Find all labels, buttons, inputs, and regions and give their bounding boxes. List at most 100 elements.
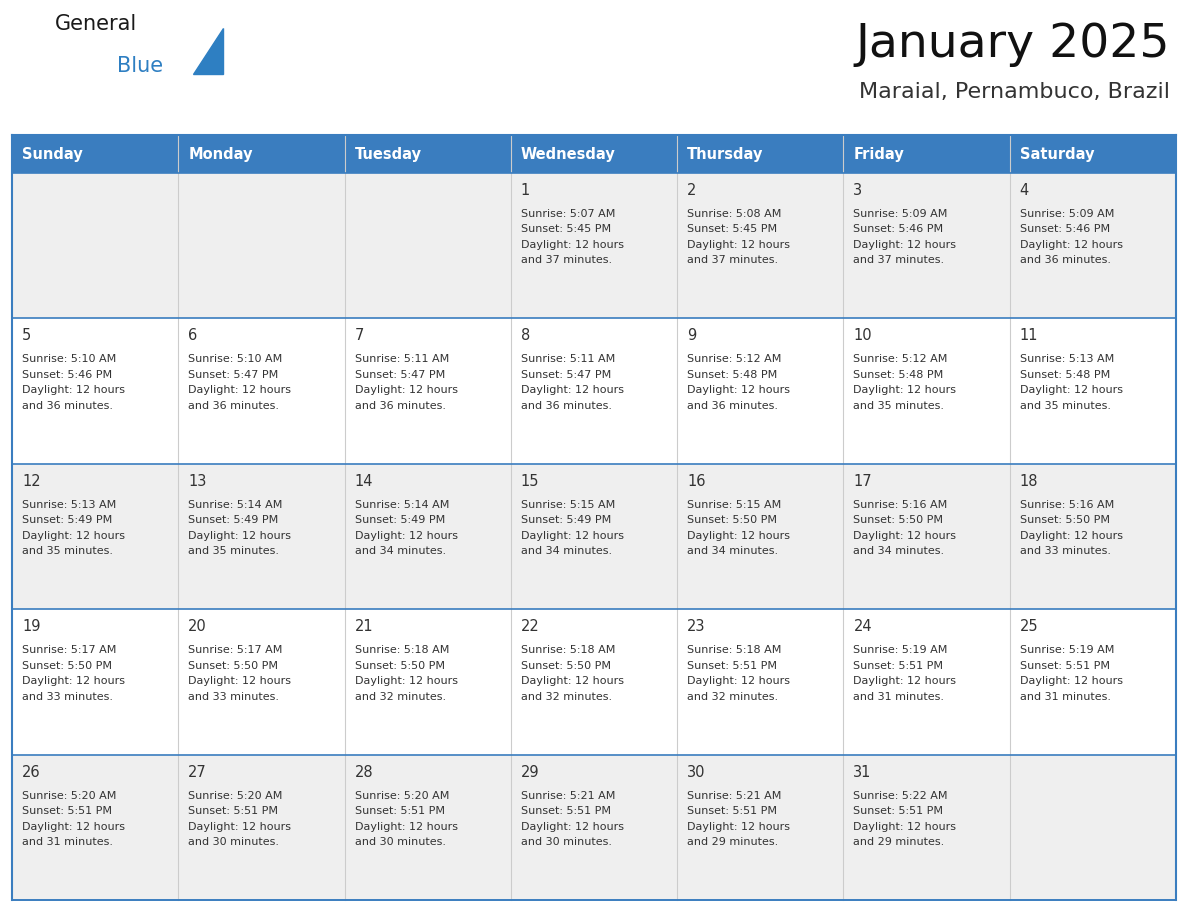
Bar (511, 319, 677, 464)
Text: Sunrise: 5:15 AM: Sunrise: 5:15 AM (520, 499, 615, 509)
Text: Sunrise: 5:07 AM: Sunrise: 5:07 AM (520, 209, 615, 219)
Text: and 35 minutes.: and 35 minutes. (188, 546, 279, 556)
Bar (677, 610, 843, 755)
Text: 22: 22 (520, 620, 539, 634)
Text: Blue: Blue (116, 56, 163, 76)
Text: Sunset: 5:50 PM: Sunset: 5:50 PM (188, 661, 278, 671)
Text: Daylight: 12 hours: Daylight: 12 hours (687, 386, 790, 396)
Text: General: General (55, 14, 138, 34)
Text: Sunrise: 5:19 AM: Sunrise: 5:19 AM (1019, 645, 1114, 655)
Text: Sunset: 5:46 PM: Sunset: 5:46 PM (1019, 225, 1110, 234)
Text: 21: 21 (354, 620, 373, 634)
Text: 31: 31 (853, 765, 872, 779)
Text: Sunset: 5:51 PM: Sunset: 5:51 PM (1019, 661, 1110, 671)
Text: and 34 minutes.: and 34 minutes. (354, 546, 446, 556)
Text: Daylight: 12 hours: Daylight: 12 hours (1019, 531, 1123, 541)
Text: and 31 minutes.: and 31 minutes. (1019, 691, 1111, 701)
Text: Sunrise: 5:14 AM: Sunrise: 5:14 AM (354, 499, 449, 509)
Text: Sunset: 5:51 PM: Sunset: 5:51 PM (23, 806, 112, 816)
Text: 17: 17 (853, 474, 872, 488)
Text: 20: 20 (188, 620, 207, 634)
Text: Daylight: 12 hours: Daylight: 12 hours (1019, 677, 1123, 686)
Text: 23: 23 (687, 620, 706, 634)
Text: Daylight: 12 hours: Daylight: 12 hours (23, 822, 125, 832)
Text: Daylight: 12 hours: Daylight: 12 hours (687, 677, 790, 686)
Text: 12: 12 (23, 474, 40, 488)
Text: 9: 9 (687, 329, 696, 343)
Text: Sunrise: 5:11 AM: Sunrise: 5:11 AM (354, 354, 449, 364)
Text: Daylight: 12 hours: Daylight: 12 hours (354, 386, 457, 396)
Text: and 32 minutes.: and 32 minutes. (520, 691, 612, 701)
Bar (345, 610, 511, 755)
Text: 13: 13 (188, 474, 207, 488)
Text: and 33 minutes.: and 33 minutes. (23, 691, 113, 701)
Text: Sunset: 5:49 PM: Sunset: 5:49 PM (188, 515, 278, 525)
Text: Sunset: 5:51 PM: Sunset: 5:51 PM (687, 661, 777, 671)
Text: Sunset: 5:50 PM: Sunset: 5:50 PM (354, 661, 444, 671)
Text: and 35 minutes.: and 35 minutes. (23, 546, 113, 556)
Text: 14: 14 (354, 474, 373, 488)
Text: 1: 1 (520, 183, 530, 198)
Text: Sunrise: 5:12 AM: Sunrise: 5:12 AM (687, 354, 782, 364)
Text: Daylight: 12 hours: Daylight: 12 hours (853, 386, 956, 396)
Text: Sunset: 5:49 PM: Sunset: 5:49 PM (520, 515, 611, 525)
Text: Sunset: 5:50 PM: Sunset: 5:50 PM (1019, 515, 1110, 525)
Text: Sunset: 5:51 PM: Sunset: 5:51 PM (853, 806, 943, 816)
Text: Sunrise: 5:09 AM: Sunrise: 5:09 AM (853, 209, 948, 219)
Bar (178, 319, 345, 464)
Text: Sunset: 5:48 PM: Sunset: 5:48 PM (853, 370, 943, 380)
Bar (843, 319, 1010, 464)
Text: Sunrise: 5:20 AM: Sunrise: 5:20 AM (354, 790, 449, 800)
Bar (178, 173, 345, 319)
Bar (345, 319, 511, 464)
Text: 28: 28 (354, 765, 373, 779)
Text: and 30 minutes.: and 30 minutes. (354, 837, 446, 847)
Bar (178, 464, 345, 610)
Text: Daylight: 12 hours: Daylight: 12 hours (1019, 240, 1123, 250)
Text: and 31 minutes.: and 31 minutes. (23, 837, 113, 847)
Text: 25: 25 (1019, 620, 1038, 634)
Text: Sunset: 5:51 PM: Sunset: 5:51 PM (687, 806, 777, 816)
Text: Daylight: 12 hours: Daylight: 12 hours (354, 822, 457, 832)
Text: 29: 29 (520, 765, 539, 779)
Text: Daylight: 12 hours: Daylight: 12 hours (520, 386, 624, 396)
Text: Tuesday: Tuesday (354, 147, 422, 162)
Bar (843, 464, 1010, 610)
Text: Sunset: 5:45 PM: Sunset: 5:45 PM (520, 225, 611, 234)
Text: Sunrise: 5:17 AM: Sunrise: 5:17 AM (188, 645, 283, 655)
Text: Daylight: 12 hours: Daylight: 12 hours (1019, 386, 1123, 396)
Text: 6: 6 (188, 329, 197, 343)
Text: Daylight: 12 hours: Daylight: 12 hours (853, 240, 956, 250)
Text: Saturday: Saturday (1019, 147, 1094, 162)
Text: and 36 minutes.: and 36 minutes. (520, 401, 612, 411)
Bar (1010, 610, 1176, 755)
Bar (677, 755, 843, 900)
Text: Sunrise: 5:20 AM: Sunrise: 5:20 AM (23, 790, 116, 800)
Text: Daylight: 12 hours: Daylight: 12 hours (853, 822, 956, 832)
Text: 3: 3 (853, 183, 862, 198)
Bar (1010, 755, 1176, 900)
Text: Daylight: 12 hours: Daylight: 12 hours (188, 822, 291, 832)
Text: Sunset: 5:50 PM: Sunset: 5:50 PM (687, 515, 777, 525)
Bar (178, 755, 345, 900)
Text: Daylight: 12 hours: Daylight: 12 hours (687, 822, 790, 832)
Text: Sunset: 5:48 PM: Sunset: 5:48 PM (687, 370, 777, 380)
Text: Sunrise: 5:18 AM: Sunrise: 5:18 AM (520, 645, 615, 655)
Text: Sunrise: 5:11 AM: Sunrise: 5:11 AM (520, 354, 615, 364)
Text: Sunrise: 5:16 AM: Sunrise: 5:16 AM (1019, 499, 1114, 509)
Text: Sunrise: 5:10 AM: Sunrise: 5:10 AM (23, 354, 116, 364)
Bar (1010, 173, 1176, 319)
Text: Daylight: 12 hours: Daylight: 12 hours (23, 386, 125, 396)
Text: Sunset: 5:49 PM: Sunset: 5:49 PM (354, 515, 444, 525)
Text: 24: 24 (853, 620, 872, 634)
Text: Sunrise: 5:13 AM: Sunrise: 5:13 AM (23, 499, 116, 509)
Text: and 32 minutes.: and 32 minutes. (354, 691, 446, 701)
Text: Daylight: 12 hours: Daylight: 12 hours (853, 531, 956, 541)
Text: Daylight: 12 hours: Daylight: 12 hours (188, 531, 291, 541)
Text: and 37 minutes.: and 37 minutes. (687, 255, 778, 265)
Text: Sunset: 5:51 PM: Sunset: 5:51 PM (354, 806, 444, 816)
Text: Sunset: 5:50 PM: Sunset: 5:50 PM (520, 661, 611, 671)
Text: and 29 minutes.: and 29 minutes. (853, 837, 944, 847)
Text: Daylight: 12 hours: Daylight: 12 hours (687, 240, 790, 250)
Text: Friday: Friday (853, 147, 904, 162)
